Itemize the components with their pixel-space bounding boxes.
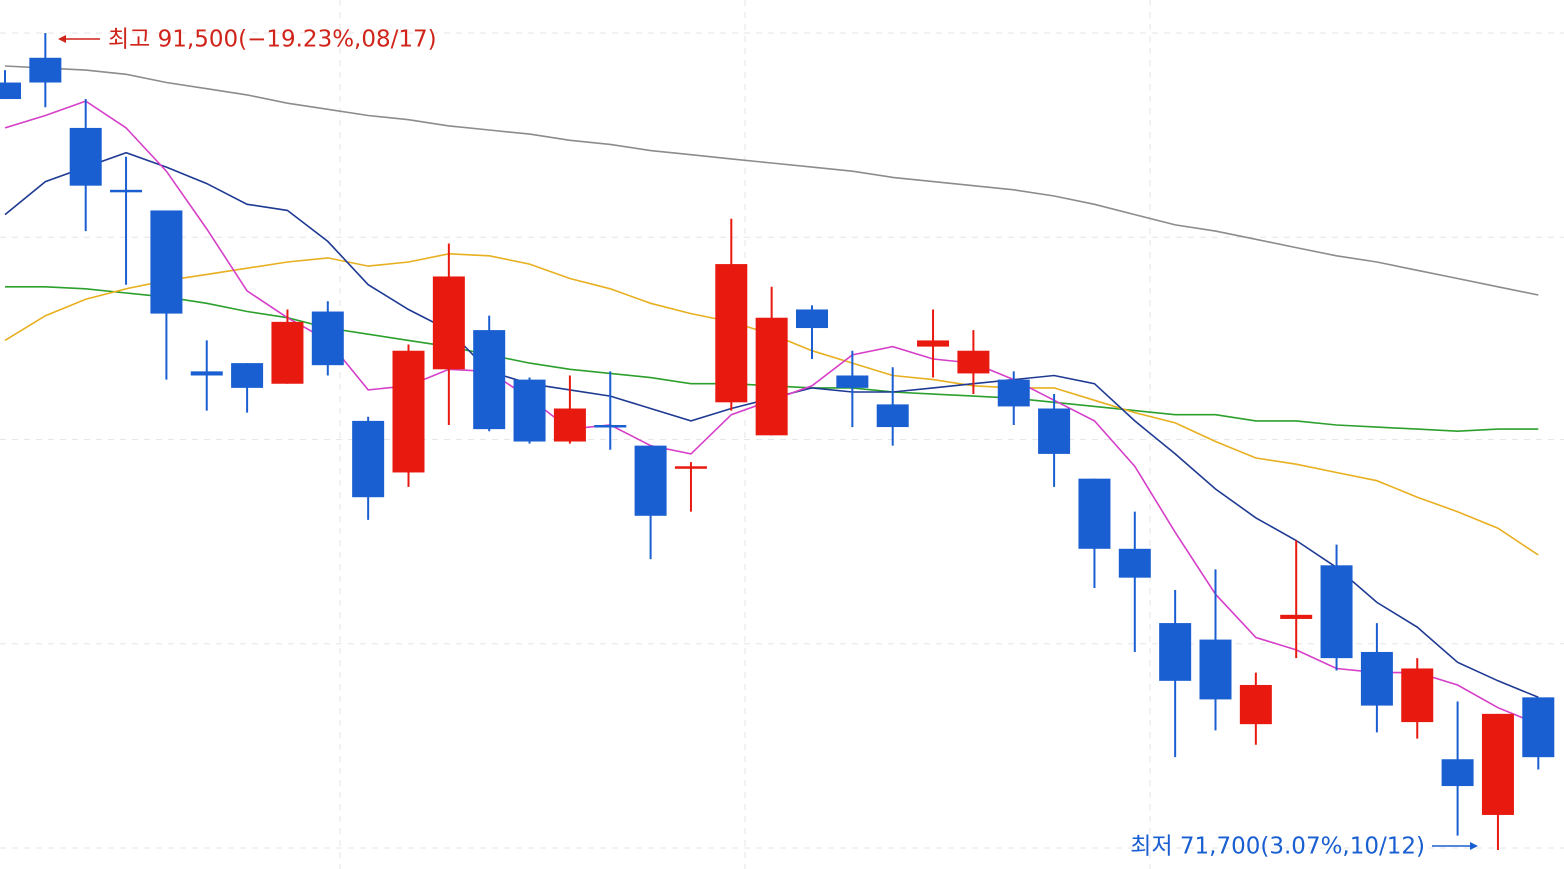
candle-body [1199, 639, 1232, 700]
candle-body [1360, 651, 1393, 706]
arrow-head [58, 35, 66, 43]
candle-body [715, 264, 748, 403]
candle-body [513, 379, 546, 442]
vertical-grid [339, 0, 1151, 869]
candle-body [69, 127, 102, 186]
candle-body [1239, 684, 1272, 725]
candle-body [957, 350, 990, 374]
candle-body [231, 363, 264, 388]
candle-body [1118, 548, 1151, 578]
candle-body [674, 466, 707, 469]
candle-body [311, 311, 344, 366]
candle-body [392, 350, 425, 473]
candle-body [1441, 759, 1474, 787]
candle-body [796, 309, 828, 329]
candle-body [271, 321, 304, 384]
candle-body [352, 420, 385, 498]
candle-body [110, 189, 143, 193]
annotation: 최저 71,700(3.07%,10/12) [1130, 834, 1425, 860]
arrow-head [1470, 842, 1478, 850]
candle-body [1078, 478, 1111, 549]
candle-body [1159, 623, 1192, 681]
candle-body [432, 276, 465, 370]
candle-body [29, 57, 62, 83]
candle-body [0, 82, 21, 100]
candle-body [997, 379, 1030, 407]
candle-body [1280, 614, 1313, 619]
candle-body [190, 371, 223, 376]
candle-body [876, 404, 909, 428]
candle-body [473, 330, 506, 430]
candle-body [1401, 668, 1434, 723]
candle-body [917, 340, 950, 347]
high-annotation: 최고 91,500(−19.23%,08/17) [58, 27, 437, 53]
candle-body [836, 375, 869, 388]
candle-body [150, 210, 183, 314]
candle-body [1320, 565, 1353, 659]
low-annotation: 최저 71,700(3.07%,10/12) [1130, 834, 1478, 860]
grid [0, 32, 1564, 849]
annotation: 최고 91,500(−19.23%,08/17) [108, 27, 437, 53]
candle-body [1522, 697, 1555, 758]
candle-body [594, 425, 627, 428]
ma-line [4, 65, 1539, 296]
candle-body [634, 445, 667, 516]
candle-body [553, 408, 586, 442]
candle-body [755, 317, 788, 436]
candles [0, 33, 1555, 851]
candle-body [1481, 713, 1514, 815]
candle-body [1038, 408, 1071, 454]
